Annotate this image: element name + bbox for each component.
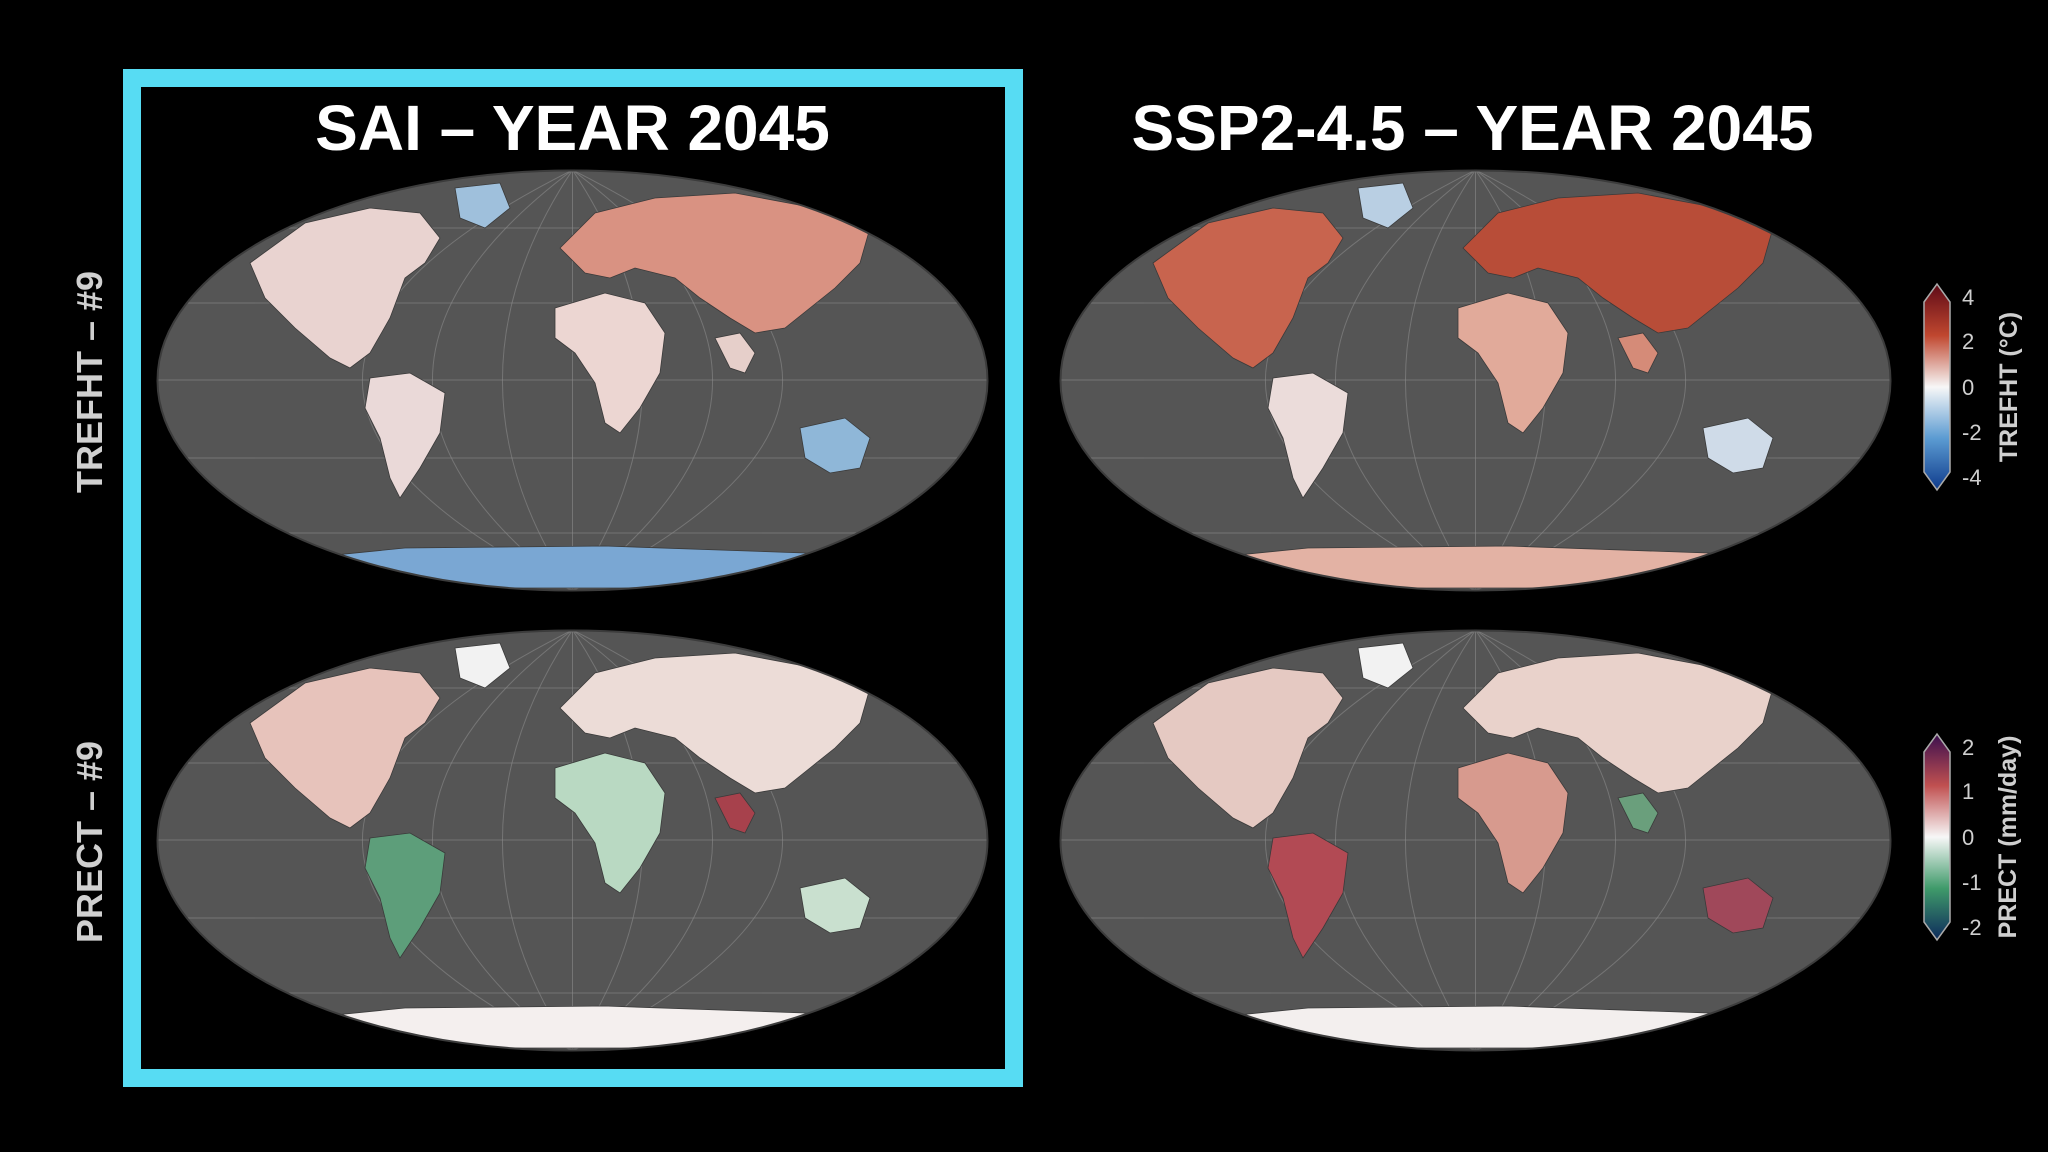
highlight-frame: [123, 69, 1023, 1087]
longitude-gridline: [1404, 630, 1476, 1051]
colorbar-precipitation: 2 1 0 -1 -2 PRECT (mm/day): [1920, 730, 2040, 945]
prect-tick-2: 2: [1962, 735, 1975, 760]
prect-colorbar-label: PRECT (mm/day): [1994, 735, 2022, 939]
landmass-india-sea: [714, 792, 756, 834]
colorbar-temperature: 4 2 0 -2 -4 TREFHT (°C): [1920, 280, 2040, 495]
longitude-gridline: [1264, 630, 1476, 1051]
landmass-india-sea: [714, 332, 756, 374]
row-label-trefht: TREFHT – #9: [69, 270, 110, 494]
landmass-north-america: [1152, 207, 1344, 369]
landmass-africa: [1457, 292, 1569, 434]
map-outline: [1059, 169, 1892, 592]
temp-tick-2: 2: [1962, 329, 1975, 354]
prect-tick-neg1: -1: [1962, 870, 1982, 895]
landmass-europe-asia: [559, 192, 871, 334]
ssp-title: SSP2-4.5 – YEAR 2045: [1131, 92, 1814, 164]
map-outline: [1059, 629, 1892, 1052]
prect-tick-1: 1: [1962, 779, 1975, 804]
prect-tick-neg2: -2: [1962, 915, 1982, 940]
map-ssp-precipitation: [1059, 629, 1892, 1052]
landmass-south-america: [364, 372, 446, 499]
map-ssp-temperature: [1059, 169, 1892, 592]
colorbar-precipitation-bar: [1923, 732, 1951, 942]
map-sai-temperature: [156, 169, 989, 592]
landmass-africa: [554, 752, 666, 894]
landmass-europe-asia: [1462, 652, 1774, 794]
longitude-gridline: [361, 170, 573, 591]
map-sai-precipitation: [156, 629, 989, 1052]
map-outline: [156, 169, 989, 592]
landmass-australia: [799, 417, 871, 474]
longitude-gridline: [1335, 170, 1476, 591]
landmass-india-sea: [1617, 332, 1659, 374]
longitude-gridline: [1404, 170, 1476, 591]
temp-tick-4: 4: [1962, 285, 1975, 310]
longitude-gridline: [361, 630, 573, 1051]
temp-tick-neg2: -2: [1962, 420, 1982, 445]
longitude-gridline: [501, 170, 573, 591]
landmass-australia: [1702, 417, 1774, 474]
landmass-greenland: [454, 182, 511, 229]
longitude-gridline: [432, 170, 573, 591]
sai-title: SAI – YEAR 2045: [315, 92, 830, 164]
prect-tick-0: 0: [1962, 825, 1975, 850]
landmass-north-america: [1152, 667, 1344, 829]
landmass-greenland: [1357, 182, 1414, 229]
landmass-greenland: [454, 642, 511, 689]
temp-tick-neg4: -4: [1962, 465, 1982, 490]
landmass-africa: [554, 292, 666, 434]
landmass-south-america: [1267, 832, 1349, 959]
map-outline: [156, 629, 989, 1052]
landmass-north-america: [249, 207, 441, 369]
longitude-gridline: [432, 630, 573, 1051]
temp-colorbar-label: TREFHT (°C): [1995, 311, 2023, 463]
landmass-south-america: [364, 832, 446, 959]
landmass-greenland: [1357, 642, 1414, 689]
temp-tick-0: 0: [1962, 375, 1975, 400]
longitude-gridline: [1264, 170, 1476, 591]
landmass-australia: [799, 877, 871, 934]
landmass-south-america: [1267, 372, 1349, 499]
landmass-north-america: [249, 667, 441, 829]
landmass-india-sea: [1617, 792, 1659, 834]
landmass-europe-asia: [1462, 192, 1774, 334]
row-label-prect: PRECT – #9: [69, 740, 110, 944]
longitude-gridline: [501, 630, 573, 1051]
longitude-gridline: [1335, 630, 1476, 1051]
landmass-australia: [1702, 877, 1774, 934]
landmass-europe-asia: [559, 652, 871, 794]
landmass-africa: [1457, 752, 1569, 894]
colorbar-temperature-bar: [1923, 282, 1951, 492]
